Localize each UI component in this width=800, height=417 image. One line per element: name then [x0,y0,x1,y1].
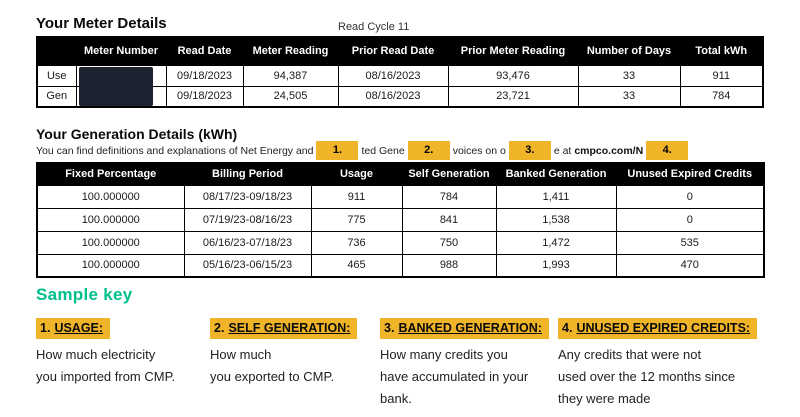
generation-table-header-row: Fixed Percentage Billing Period Usage Se… [36,162,765,186]
intro-text-fragment: e at cmpco.com/N [553,144,644,157]
table-row: 100.000000 08/17/23-09/18/23 911 784 1,4… [36,184,765,209]
column-header-meter-reading: Meter Reading [242,36,339,66]
meter-reading-cell: 24,505 [242,85,339,108]
fixed-percentage-cell: 100.000000 [36,253,185,278]
generation-intro-text: You can find definitions and explanation… [36,141,689,160]
table-row: 100.000000 06/16/23-07/18/23 736 750 1,4… [36,230,765,255]
generation-details-title: Your Generation Details (kWh) [36,126,238,142]
key-item-self-generation: 2. SELF GENERATION: How much you exported… [210,318,358,388]
banked-generation-cell: 1,472 [495,230,617,255]
column-header-meter-number: Meter Number [75,36,167,66]
key-description: How much electricity you imported from C… [36,347,176,384]
cmp-website-text: cmpco.com/N [574,144,644,157]
column-header-blank [36,36,77,66]
usage-cell: 775 [310,207,403,232]
key-term: USAGE [54,321,99,335]
column-header-billing-period: Billing Period [183,162,312,186]
key-item-unused-expired-credits: 4. UNUSED EXPIRED CREDITS: Any credits th… [558,318,758,410]
usage-cell: 465 [310,253,403,278]
usage-number-badge: 1. [316,141,359,160]
key-description: How much you exported to CMP. [210,347,335,384]
key-item-usage: 1. USAGE: How much electricity you import… [36,318,175,388]
key-number: 2. [214,321,225,335]
table-row: 100.000000 07/19/23-08/16/23 775 841 1,5… [36,207,765,232]
unused-expired-credits-cell: 0 [615,207,765,232]
banked-generation-cell: 1,538 [495,207,617,232]
key-term-highlight: 3. BANKED GENERATION: [380,318,549,339]
unused-expired-credits-cell: 0 [615,184,765,209]
prior-read-date-cell: 08/16/2023 [337,64,449,87]
read-date-cell: 09/18/2023 [165,85,244,108]
generation-details-table: Fixed Percentage Billing Period Usage Se… [36,162,765,278]
number-of-days-cell: 33 [577,85,681,108]
unused-expired-credits-number-badge: 4. [646,141,689,160]
column-header-prior-read-date: Prior Read Date [337,36,449,66]
key-number: 3. [384,321,395,335]
key-item-banked-generation: 3. BANKED GENERATION: How many credits yo… [380,318,549,410]
billing-period-cell: 05/16/23-06/15/23 [183,253,312,278]
key-term: SELF GENERATION [228,321,347,335]
key-term-highlight: 4. UNUSED EXPIRED CREDITS: [558,318,758,339]
billing-period-cell: 08/17/23-09/18/23 [183,184,312,209]
meter-details-title: Your Meter Details [36,15,167,32]
prior-read-date-cell: 08/16/2023 [337,85,449,108]
key-description: Any credits that were not used over the … [558,347,736,406]
key-term-highlight: 1. USAGE: [36,318,111,339]
intro-text-fragment: You can find definitions and explanation… [36,144,314,157]
column-header-self-generation: Self Generation [401,162,497,186]
meter-reading-cell: 94,387 [242,64,339,87]
banked-generation-number-badge: 3. [508,141,551,160]
read-cycle-label: Read Cycle 11 [338,21,410,33]
fixed-percentage-cell: 100.000000 [36,207,185,232]
self-generation-number-badge: 2. [407,141,450,160]
column-header-number-of-days: Number of Days [577,36,681,66]
table-row: 100.000000 05/16/23-06/15/23 465 988 1,9… [36,253,765,278]
row-label: Gen [36,85,77,108]
self-generation-cell: 988 [401,253,497,278]
column-header-unused-expired-credits: Unused Expired Credits [615,162,765,186]
prior-meter-reading-cell: 23,721 [447,85,579,108]
banked-generation-cell: 1,993 [495,253,617,278]
banked-generation-cell: 1,411 [495,184,617,209]
prior-meter-reading-cell: 93,476 [447,64,579,87]
redacted-meter-number-box [79,67,153,106]
key-number: 4. [562,321,573,335]
key-term: UNUSED EXPIRED CREDITS [576,321,746,335]
intro-text-fragment: ted Gene [361,144,405,157]
self-generation-cell: 784 [401,184,497,209]
column-header-read-date: Read Date [165,36,244,66]
total-kwh-cell: 784 [679,85,764,108]
meter-table-header-row: Meter Number Read Date Meter Reading Pri… [36,36,764,66]
fixed-percentage-cell: 100.000000 [36,184,185,209]
unused-expired-credits-cell: 470 [615,253,765,278]
fixed-percentage-cell: 100.000000 [36,230,185,255]
self-generation-cell: 841 [401,207,497,232]
column-header-banked-generation: Banked Generation [495,162,617,186]
self-generation-cell: 750 [401,230,497,255]
column-header-total-kwh: Total kWh [679,36,764,66]
meter-details-table: Meter Number Read Date Meter Reading Pri… [36,36,764,108]
billing-period-cell: 07/19/23-08/16/23 [183,207,312,232]
billing-period-cell: 06/16/23-07/18/23 [183,230,312,255]
row-label: Use [36,64,77,87]
number-of-days-cell: 33 [577,64,681,87]
table-row-use: Use 09/18/2023 94,387 08/16/2023 93,476 … [36,64,764,87]
sample-key-title: Sample key [36,285,133,304]
usage-cell: 736 [310,230,403,255]
intro-text-fragment: voices on o [452,144,506,157]
key-term-highlight: 2. SELF GENERATION: [210,318,358,339]
unused-expired-credits-cell: 535 [615,230,765,255]
usage-cell: 911 [310,184,403,209]
total-kwh-cell: 911 [679,64,764,87]
key-number: 1. [40,321,51,335]
column-header-fixed-percentage: Fixed Percentage [36,162,185,186]
key-description: How many credits you have accumulated in… [380,347,529,406]
column-header-prior-meter-reading: Prior Meter Reading [447,36,579,66]
read-date-cell: 09/18/2023 [165,64,244,87]
column-header-usage: Usage [310,162,403,186]
key-term: BANKED GENERATION [398,321,538,335]
